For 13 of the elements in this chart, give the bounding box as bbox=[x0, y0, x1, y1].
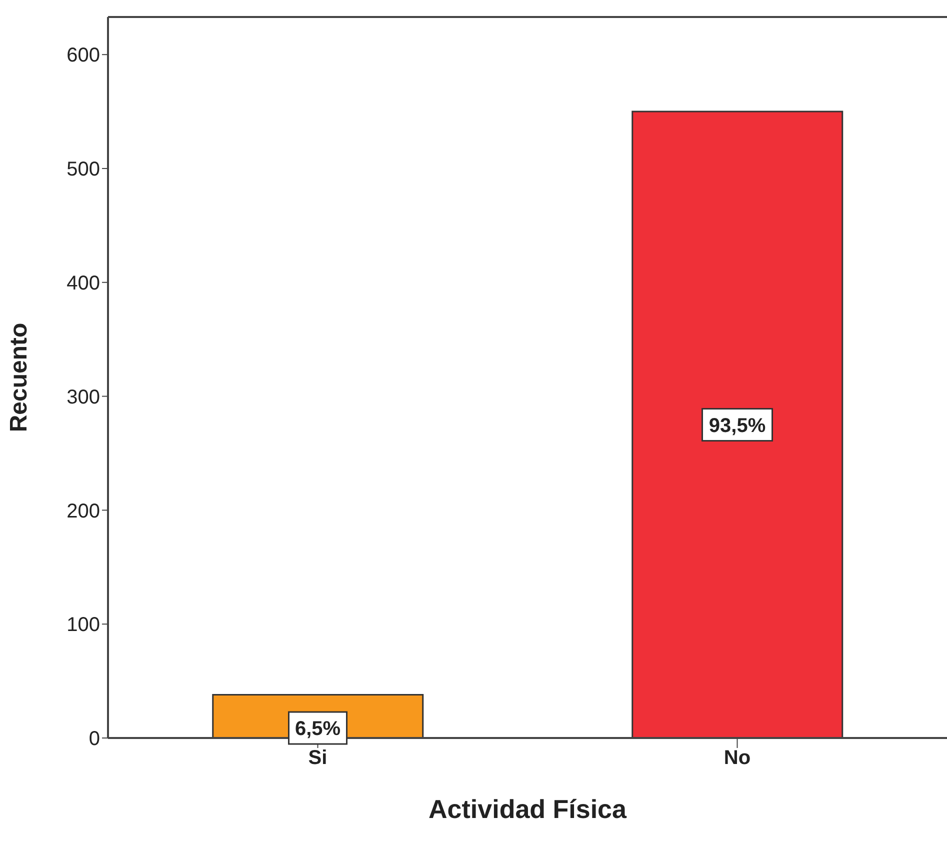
x-axis-title: Actividad Física bbox=[428, 794, 628, 824]
y-tick-label: 300 bbox=[66, 386, 100, 408]
y-tick-label: 100 bbox=[66, 614, 100, 636]
y-tick-label: 0 bbox=[88, 728, 100, 750]
annotation: 93,5% bbox=[708, 414, 766, 437]
annotation: 6,5% bbox=[294, 718, 341, 740]
y-tick-label: 200 bbox=[66, 500, 100, 522]
x-tick-label: No bbox=[724, 747, 751, 770]
y-tick-label: 500 bbox=[66, 158, 100, 181]
x-tick-label: Si bbox=[308, 747, 328, 770]
y-tick-label: 400 bbox=[66, 272, 100, 294]
y-tick-label: 600 bbox=[66, 44, 100, 67]
y-axis-title: Recuento bbox=[6, 322, 33, 432]
